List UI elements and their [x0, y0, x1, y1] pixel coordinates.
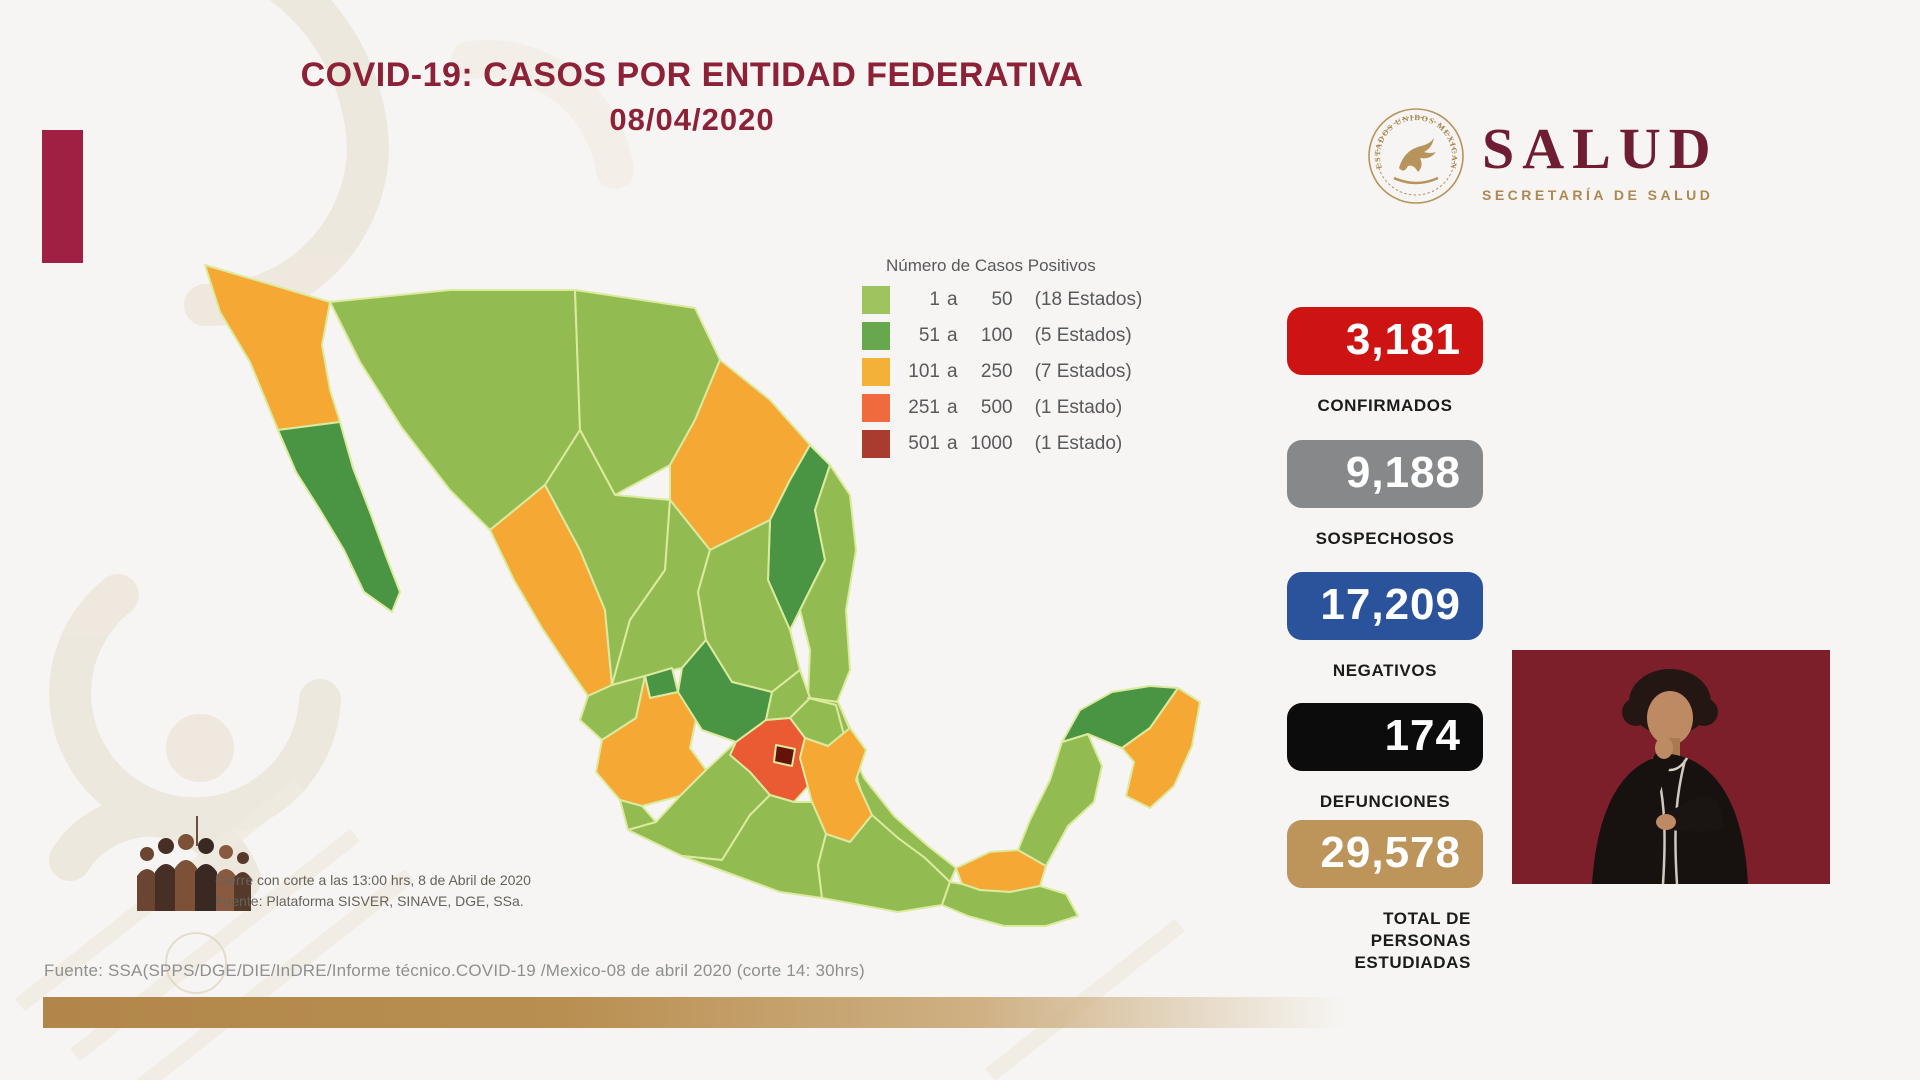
legend-range-low: 251	[908, 397, 940, 418]
state-campeche	[1017, 733, 1103, 867]
mexico-choropleth-map	[204, 264, 1201, 927]
legend-item: 101 a 250 (7 Estados)	[862, 358, 1202, 386]
footer-gold-bar	[43, 997, 1345, 1028]
stat-negativos: 17,209 NEGATIVOS	[1287, 572, 1483, 682]
legend-item: 251 a 500 (1 Estado)	[862, 394, 1202, 422]
attribution-line1: Cierre con corte a las 13:00 hrs, 8 de A…	[215, 872, 531, 888]
legend-swatch-101-250	[862, 358, 890, 386]
logo-wordmark: SALUD	[1482, 116, 1719, 181]
legend-count: (1 Estado)	[1034, 433, 1123, 454]
footer-source: Fuente: SSA(SPPS/DGE/DIE/InDRE/Informe t…	[44, 961, 865, 980]
accent-bar	[42, 130, 83, 263]
legend-item: 501 a 1000 (1 Estado)	[862, 430, 1202, 458]
legend-count: (7 Estados)	[1034, 361, 1132, 382]
legend-swatch-1-50	[862, 286, 890, 314]
legend-range-high: 250	[980, 361, 1013, 382]
stat-label-sospechosos: SOSPECHOSOS	[1315, 529, 1455, 548]
legend-range-high: 100	[980, 325, 1013, 346]
title-text: COVID-19: CASOS POR ENTIDAD FEDERATIVA	[300, 56, 1084, 94]
state-quintana-roo	[1121, 687, 1201, 809]
stat-label-defunciones: DEFUNCIONES	[1319, 792, 1451, 811]
legend-title: Número de Casos Positivos	[886, 256, 1096, 275]
legend-range-low: 501	[908, 433, 940, 454]
state-cdmx	[773, 744, 796, 767]
stat-value-sospechosos: 9,188	[1287, 440, 1483, 508]
stat-value-total: 29,578	[1287, 820, 1483, 888]
legend-swatch-251-500	[862, 394, 890, 422]
interpreter-illustration	[1512, 650, 1830, 884]
stat-label-confirmados: CONFIRMADOS	[1317, 396, 1453, 415]
stat-confirmados: 3,181 CONFIRMADOS	[1287, 307, 1483, 417]
legend-count: (5 Estados)	[1034, 325, 1132, 346]
legend-item: 1 a 50 (18 Estados)	[862, 286, 1202, 314]
state-chiapas	[941, 881, 1079, 927]
legend-connector: a	[947, 433, 958, 454]
page-title: COVID-19: CASOS POR ENTIDAD FEDERATIVA 0…	[192, 56, 1192, 138]
legend-connector: a	[947, 325, 958, 346]
legend-range-high: 50	[991, 289, 1013, 310]
stat-label-total-line1: TOTAL DE PERSONAS	[1370, 909, 1471, 951]
attribution-line2: Fuente: Plataforma SISVER, SINAVE, DGE, …	[215, 893, 524, 909]
stat-label-negativos: NEGATIVOS	[1332, 661, 1438, 680]
stat-label-total: TOTAL DE PERSONAS ESTUDIADAS	[1287, 908, 1483, 974]
stat-total-estudiadas: 29,578 TOTAL DE PERSONAS ESTUDIADAS	[1287, 820, 1483, 974]
state-baja-california-sur	[277, 421, 401, 613]
stat-value-negativos: 17,209	[1287, 572, 1483, 640]
legend-range-high: 500	[980, 397, 1013, 418]
legend-connector: a	[947, 361, 958, 382]
sign-language-interpreter-video	[1512, 650, 1830, 884]
legend-connector: a	[947, 397, 958, 418]
salud-logo: ESTADOS UNIDOS MEXICANOS SALUD SECRETARÍ…	[1366, 106, 1719, 206]
historic-figures-illustration	[137, 816, 251, 911]
legend-swatch-51-100	[862, 322, 890, 350]
eagle-seal-icon: ESTADOS UNIDOS MEXICANOS	[1366, 106, 1464, 204]
stat-label-total-line2: ESTUDIADAS	[1354, 953, 1471, 973]
map-attribution: Cierre con corte a las 13:00 hrs, 8 de A…	[215, 870, 531, 912]
logo-subtitle: SECRETARÍA DE SALUD	[1482, 187, 1714, 203]
stat-value-confirmados: 3,181	[1287, 307, 1483, 375]
legend-count: (1 Estado)	[1034, 397, 1123, 418]
legend-range-high: 1000	[970, 433, 1013, 454]
state-guerrero	[681, 794, 827, 899]
logo-text: SALUD SECRETARÍA DE SALUD	[1482, 106, 1719, 204]
legend-range-low: 51	[918, 325, 940, 346]
legend-range-low: 101	[908, 361, 940, 382]
stat-value-defunciones: 174	[1287, 703, 1483, 771]
stat-defunciones: 174 DEFUNCIONES	[1287, 703, 1483, 813]
legend-connector: a	[947, 289, 958, 310]
legend-range-low: 1	[929, 289, 940, 310]
stat-sospechosos: 9,188 SOSPECHOSOS	[1287, 440, 1483, 550]
state-baja-california	[204, 264, 341, 431]
map-legend: Número de Casos Positivos 1 a 50 (18 Est…	[862, 256, 1202, 466]
legend-item: 51 a 100 (5 Estados)	[862, 322, 1202, 350]
legend-count: (18 Estados)	[1034, 289, 1143, 310]
legend-swatch-501-1000	[862, 430, 890, 458]
title-date: 08/04/2020	[609, 102, 775, 137]
